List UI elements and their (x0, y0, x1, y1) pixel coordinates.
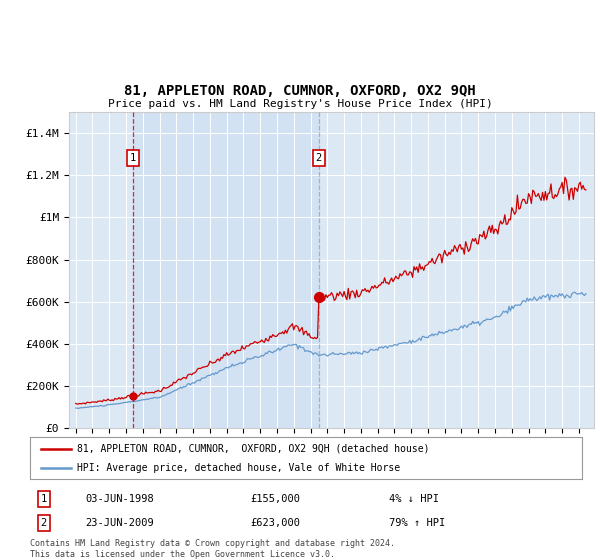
Text: 03-JUN-1998: 03-JUN-1998 (85, 494, 154, 504)
Text: £155,000: £155,000 (251, 494, 301, 504)
Text: 23-JUN-2009: 23-JUN-2009 (85, 518, 154, 528)
Text: 2: 2 (316, 153, 322, 164)
Text: HPI: Average price, detached house, Vale of White Horse: HPI: Average price, detached house, Vale… (77, 463, 400, 473)
Text: 1: 1 (130, 153, 136, 164)
Text: 1: 1 (41, 494, 47, 504)
Bar (133, 112, 319, 428)
Text: 81, APPLETON ROAD, CUMNOR,  OXFORD, OX2 9QH (detached house): 81, APPLETON ROAD, CUMNOR, OXFORD, OX2 9… (77, 444, 430, 454)
Text: 4% ↓ HPI: 4% ↓ HPI (389, 494, 439, 504)
Text: 81, APPLETON ROAD, CUMNOR, OXFORD, OX2 9QH: 81, APPLETON ROAD, CUMNOR, OXFORD, OX2 9… (124, 84, 476, 98)
Text: Price paid vs. HM Land Registry's House Price Index (HPI): Price paid vs. HM Land Registry's House … (107, 99, 493, 109)
Text: Contains HM Land Registry data © Crown copyright and database right 2024.
This d: Contains HM Land Registry data © Crown c… (30, 539, 395, 559)
Text: £623,000: £623,000 (251, 518, 301, 528)
Text: 79% ↑ HPI: 79% ↑ HPI (389, 518, 445, 528)
Text: 2: 2 (41, 518, 47, 528)
